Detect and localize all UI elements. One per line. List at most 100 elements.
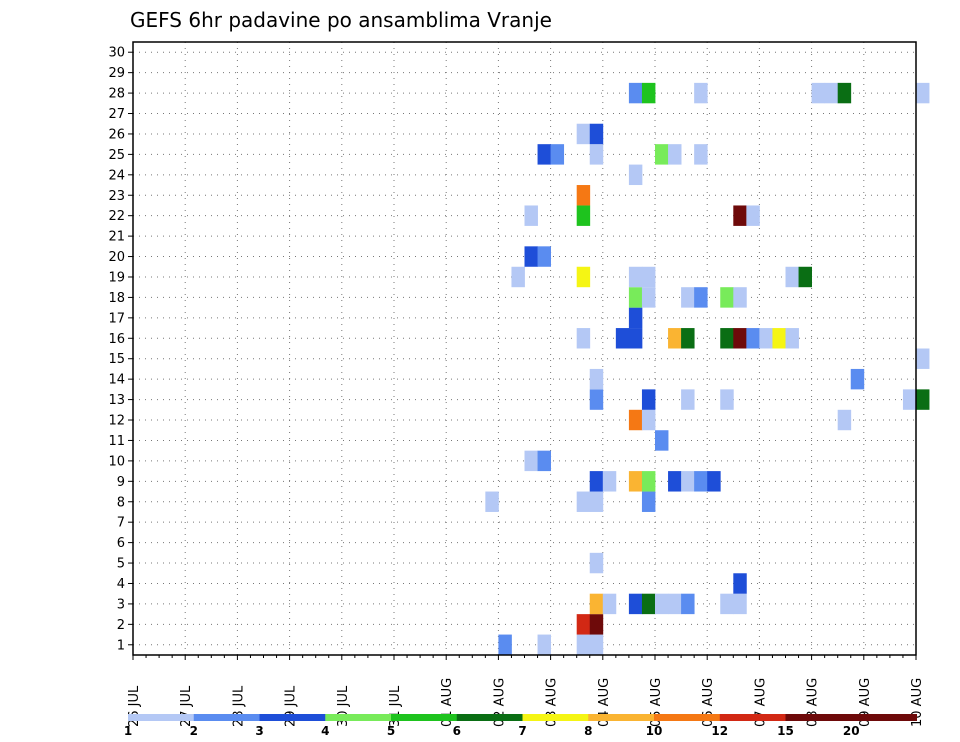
y-tick-label: 25 [108,148,125,163]
precip-cell [628,82,643,104]
y-tick-label: 3 [117,597,125,612]
y-tick-label: 22 [108,209,125,224]
precip-cell [485,491,499,512]
precip-cell [681,328,695,349]
precip-cell [524,246,538,267]
colorbar-swatch [259,714,326,721]
y-tick-label: 5 [117,557,125,572]
precip-cell [576,185,591,206]
precip-cell [785,328,799,349]
colorbar-swatch [654,714,721,721]
precip-cell [537,246,551,267]
y-tick-label: 27 [108,107,125,122]
precip-cell [798,266,812,288]
precip-cell [746,205,760,226]
precip-cell [511,266,525,288]
precip-cell [916,348,930,369]
precip-cell [615,328,630,349]
colorbar-label: 12 [711,724,728,738]
colorbar-swatch [588,714,655,721]
precip-cell [576,266,591,288]
y-tick-label: 7 [117,516,125,531]
precip-cell [576,123,591,145]
precip-cell [628,164,643,186]
precip-cell [681,471,695,492]
y-tick-label: 23 [108,189,125,204]
precip-cell [668,593,682,615]
colorbar-swatch [193,714,260,721]
chart-title: GEFS 6hr padavine po ansamblima Vranje [130,8,552,32]
y-tick-label: 10 [108,454,125,469]
precip-cell [641,266,656,288]
precip-cell [628,266,643,288]
y-tick-label: 24 [108,168,125,183]
colorbar-label: 4 [321,724,329,738]
precip-cell [576,328,591,349]
y-tick-label: 26 [108,127,125,142]
precip-cell [524,450,538,472]
colorbar-swatch [719,714,786,721]
precip-cell [641,409,656,431]
colorbar-label: 5 [387,724,395,738]
precip-cell [641,491,656,512]
precip-cell [772,328,786,349]
precip-cell [641,593,656,615]
precip-cell [524,205,538,226]
precip-cell [628,287,643,308]
colorbar-legend: 1 2 3 4 5 6 7 8 10 12 15 20 [124,714,917,738]
precip-cell [694,82,708,104]
precip-cell [537,450,551,472]
precip-cell [681,389,695,410]
colorbar-label: 6 [453,724,461,738]
y-axis-ticks: 1234567891011121314151617181920212223242… [108,46,133,653]
y-tick-label: 14 [108,373,125,388]
colorbar-label: 15 [777,724,794,738]
precip-cell [733,328,747,349]
precip-cell [707,471,721,492]
precip-cell [537,634,551,655]
y-tick-label: 20 [108,250,125,265]
colorbar-label: 10 [646,724,663,738]
precip-cell [550,144,565,165]
precip-cell [811,82,826,104]
precip-cell [589,389,604,410]
y-tick-label: 8 [117,495,125,510]
y-tick-label: 11 [108,434,125,449]
precip-cell [837,409,852,431]
precip-cell [589,368,604,390]
precip-cell [655,144,669,165]
precip-cell [837,82,852,104]
precip-cell [720,389,734,410]
precip-cell [655,593,669,615]
y-tick-label: 2 [117,618,125,633]
precip-cell [655,430,669,451]
y-tick-label: 12 [108,414,125,429]
precip-cell [589,552,604,574]
precip-cell [668,328,682,349]
y-tick-label: 30 [108,46,125,61]
precip-cell [602,471,617,492]
y-tick-label: 19 [108,270,125,285]
data-cells [485,82,930,655]
precip-cell [589,123,604,145]
colorbar-label: 20 [843,724,860,738]
precip-cell [628,471,643,492]
precip-cell [720,593,734,615]
precip-cell [902,389,917,410]
precip-cell [785,266,799,288]
precip-cell [628,307,643,329]
y-tick-label: 6 [117,536,125,551]
precip-cell [694,144,708,165]
colorbar-label: 3 [255,724,263,738]
precip-cell [589,491,604,512]
precip-cell [641,82,656,104]
colorbar-label: 1 [124,724,132,738]
colorbar-swatch [522,714,589,721]
precip-cell [733,573,747,594]
precip-cell [628,593,643,615]
colorbar-swatch [128,714,195,721]
y-tick-label: 16 [108,332,125,347]
y-tick-label: 29 [108,66,125,81]
precip-cell [576,614,591,635]
